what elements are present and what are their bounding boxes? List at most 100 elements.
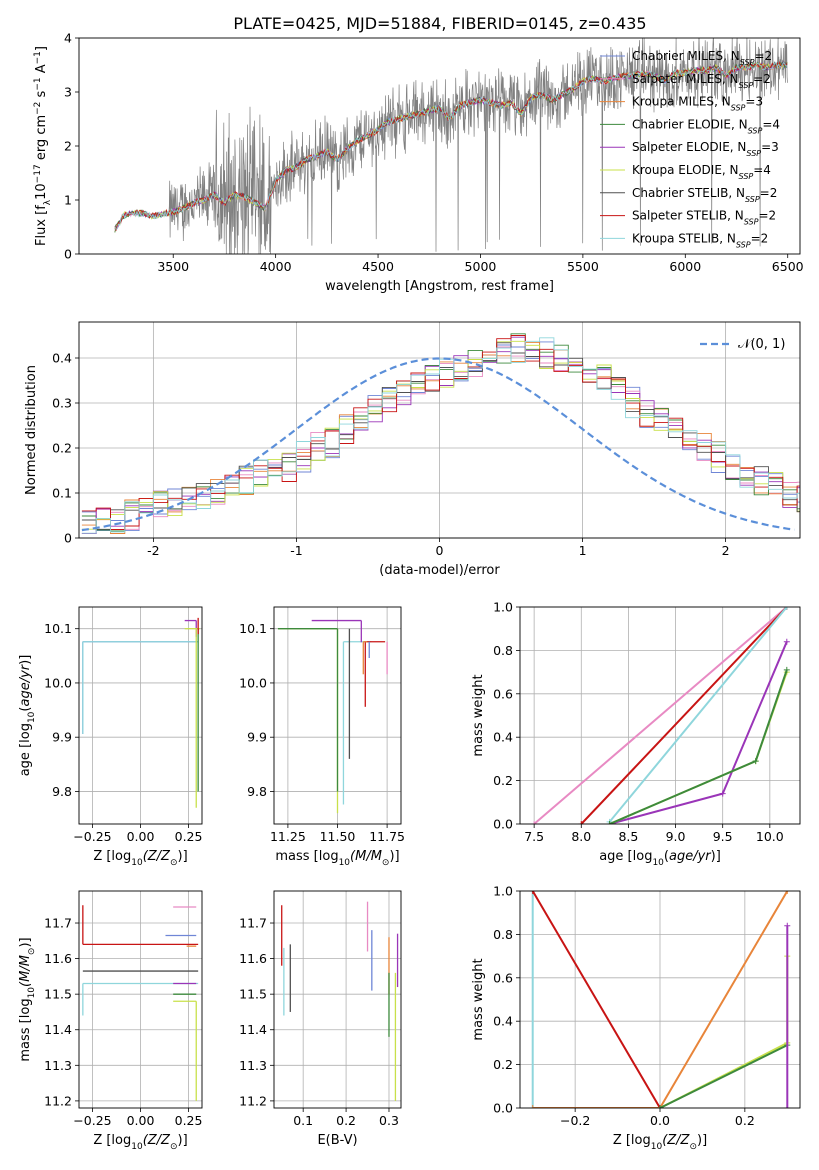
x-axis-label: mass [log10(M/M⊙)] (275, 849, 399, 868)
y-tick-label: 10.0 (44, 675, 72, 690)
x-tick-label: 0.2 (336, 1113, 356, 1128)
cumulative-line-kroupa-stelib (608, 607, 788, 824)
x-tick-label: 7.5 (524, 829, 544, 844)
y-tick-label: 11.6 (44, 951, 72, 966)
y-tick-label: 11.7 (239, 916, 267, 931)
x-tick-label: 9.0 (666, 829, 686, 844)
cumulative-line-kroupa-elodie (659, 956, 789, 1108)
x-axis-label: Z [log10(Z/Z⊙)] (613, 1133, 707, 1152)
marker-chabrier-elodie (752, 758, 759, 765)
y-tick-label: 0.1 (52, 486, 72, 501)
y-tick-label: 0.8 (493, 643, 513, 658)
panel-spectrum: 3500 4000 4500 5000 5500 6000 6500 0 1 2 3 4 wavelen… (33, 31, 804, 295)
model-line-kroupa-stelib (114, 61, 788, 230)
marker-salpeter-stelib (578, 821, 585, 824)
y-tick-label: 0.0 (493, 1101, 513, 1116)
axes-frame (273, 890, 402, 1109)
y-tick-label: 11.7 (44, 916, 72, 931)
x-tick-label: 8.0 (571, 829, 591, 844)
x-axis-label: (data-model)/error (379, 563, 500, 578)
marker-salpeter-elodie (783, 638, 790, 645)
y-tick-label: 11.5 (239, 987, 267, 1002)
plot-area (277, 619, 388, 814)
x-tick-label: 0.0 (650, 1113, 670, 1128)
plot-area (531, 607, 790, 824)
marker-salpeter-stelib (529, 891, 536, 894)
cumulative-line-salpeter-elodie (609, 641, 788, 824)
cumulative-line-salpeter-miles (533, 607, 788, 824)
panel-cum-age: 7.5 8.0 8.5 9.0 9.5 10.0 0.0 0.2 0.4 0.6 0.8 1.0 age… (471, 600, 801, 868)
x-tick-label: 2 (722, 543, 730, 558)
x-tick-label: 8.5 (618, 829, 638, 844)
y-axis-label: mass weight (471, 674, 486, 756)
y-tick-label: 0.2 (493, 773, 513, 788)
y-tick-label: 0.4 (493, 1014, 513, 1029)
plot-area (281, 901, 399, 1101)
y-tick-label: 11.6 (239, 951, 267, 966)
y-tick-label: 0 (64, 531, 72, 546)
legend-label: Salpeter ELODIE, NSSP=3 (632, 140, 779, 158)
histogram-chabrier-miles (81, 341, 800, 532)
x-axis-label: wavelength [Angstrom, rest frame] (325, 279, 554, 294)
plot-area (82, 905, 199, 1101)
panel-residuals: -2 -1 0 1 2 0 0.1 0.2 0.3 0.4 (data-model)/error No… (24, 321, 801, 578)
marker-kroupa-miles (529, 1105, 536, 1108)
x-tick-label: 11.25 (270, 829, 306, 844)
y-tick-label: 4 (64, 31, 72, 46)
marker-chabrier-elodie (783, 666, 790, 673)
normal-curve (81, 357, 795, 532)
histogram-salpeter-stelib (81, 335, 800, 530)
histogram-chabrier-stelib (81, 342, 800, 530)
axes-frame (78, 606, 203, 825)
y-tick-label: 9.8 (247, 784, 267, 799)
plot-area (114, 38, 788, 254)
histogram-kroupa-stelib (81, 337, 800, 534)
y-tick-label: 11.2 (44, 1093, 72, 1108)
x-tick-label: 0.25 (175, 1113, 203, 1128)
x-tick-label: 5000 (465, 259, 497, 274)
cumulative-line-chabrier-elodie (659, 1044, 788, 1108)
axes-frame (78, 321, 801, 539)
y-tick-label: 0.2 (52, 441, 72, 456)
legend-label: Kroupa STELIB, NSSP=2 (632, 231, 768, 249)
axes-frame (519, 890, 801, 1109)
y-tick-label: 11.5 (44, 987, 72, 1002)
panel-cum-Z: −0.2 0.0 0.2 0.0 0.2 0.4 0.6 0.8 1.0 Z [log10(Z/Z… (471, 884, 801, 1152)
axes-frame (273, 606, 402, 825)
axes-frame (78, 890, 203, 1109)
y-axis-label: age [log10(age/yr)] (18, 655, 37, 777)
x-tick-label: 6500 (772, 259, 804, 274)
panel-age-vs-mass: 11.25 11.50 11.75 9.8 9.9 10.0 10.1 mass [log10… (239, 606, 405, 868)
marker-salpeter-elodie (784, 922, 791, 929)
x-tick-label: −0.25 (73, 1113, 111, 1128)
x-tick-label: 0.1 (293, 1113, 313, 1128)
x-tick-label: 0.3 (379, 1113, 399, 1128)
x-tick-label: 0.25 (175, 829, 203, 844)
legend-label: Chabrier ELODIE, NSSP=4 (632, 117, 780, 135)
cumulative-line-kroupa-miles (532, 891, 789, 1108)
y-tick-label: 3 (64, 85, 72, 100)
y-tick-label: 2 (64, 139, 72, 154)
cumulative-line-salpeter-stelib (580, 607, 788, 824)
y-tick-label: 11.4 (239, 1022, 267, 1037)
legend: 𝒩(0, 1) (700, 337, 785, 352)
marker-chabrier-elodie (657, 1105, 663, 1108)
x-tick-label: 0.00 (127, 1113, 155, 1128)
marker-kroupa-stelib (783, 607, 790, 610)
y-tick-label: 0.0 (493, 817, 513, 832)
y-tick-label: 0.3 (52, 396, 72, 411)
cumulative-line-salpeter-stelib (531, 891, 661, 1108)
x-axis-label: Z [log10(Z/Z⊙)] (93, 849, 187, 868)
axes-frame (78, 37, 801, 255)
y-tick-label: 10.1 (44, 621, 72, 636)
y-tick-label: 0.8 (493, 927, 513, 942)
x-tick-label: 0 (436, 543, 444, 558)
legend: Chabrier MILES, NSSP=2 Salpeter MILES, NS… (600, 49, 780, 249)
panel-mass-vs-Z: −0.25 0.00 0.25 11.2 11.3 11.4 11.5 11.6 11.7 Z [… (18, 890, 203, 1152)
panel-age-vs-Z: −0.25 0.00 0.25 9.8 9.9 10.0 10.1 Z [log10(Z/Z⊙… (18, 606, 203, 868)
x-tick-label: 5500 (567, 259, 599, 274)
plot-area (81, 333, 800, 534)
y-tick-label: 10.1 (239, 621, 267, 636)
legend-label: Kroupa MILES, NSSP=3 (632, 95, 763, 113)
